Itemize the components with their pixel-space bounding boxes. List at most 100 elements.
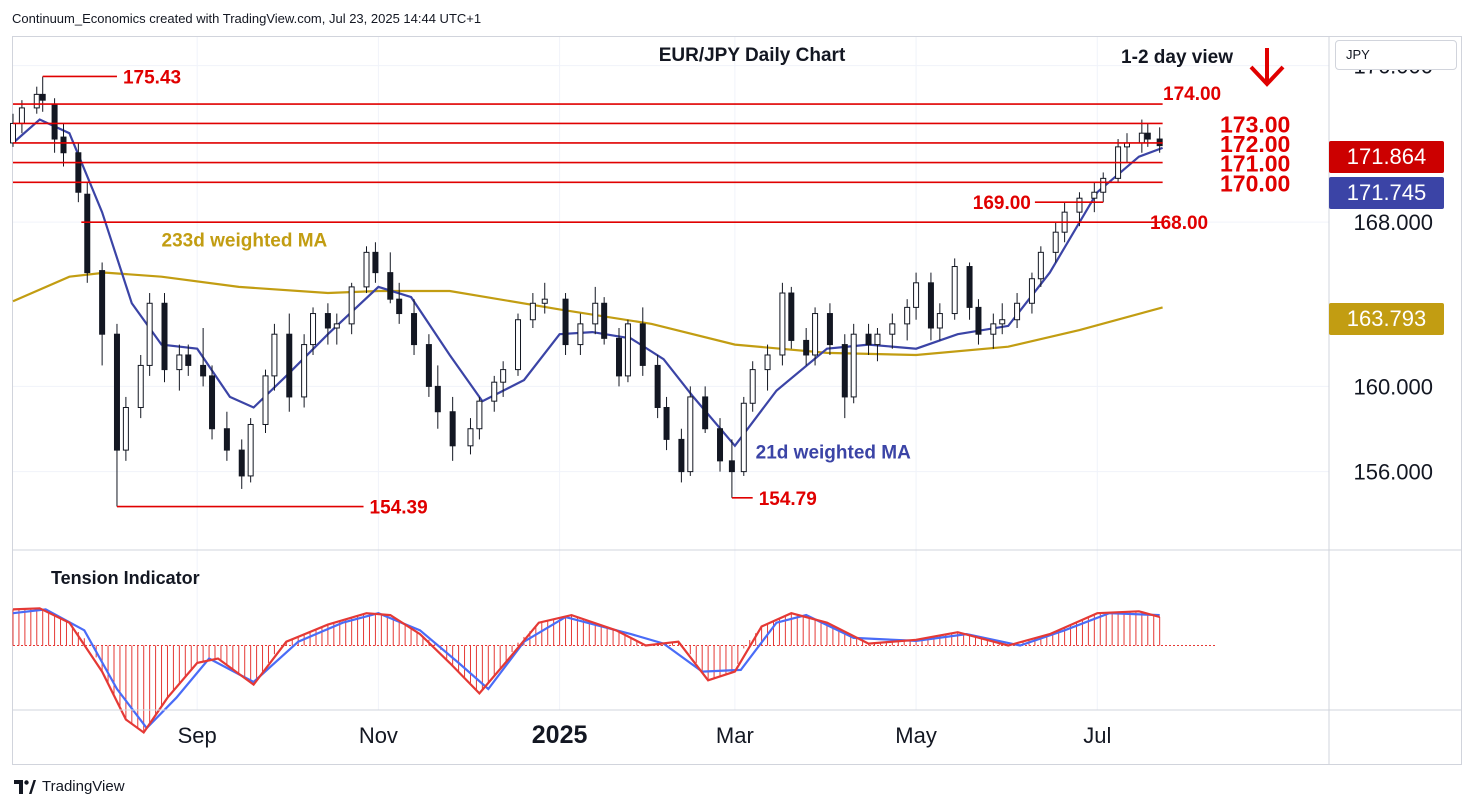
candle	[717, 418, 724, 472]
candle-body	[449, 411, 456, 447]
candle-body	[951, 266, 958, 315]
candle-body	[889, 323, 896, 335]
candle	[803, 327, 810, 366]
candle-body	[663, 406, 670, 440]
candle-body	[841, 344, 848, 398]
candles	[10, 76, 1163, 507]
candle	[286, 313, 293, 412]
candle-body	[363, 251, 370, 288]
price-tag: 171.745	[1329, 177, 1444, 209]
candle-body	[425, 344, 432, 387]
candle-body	[927, 282, 934, 329]
currency-label[interactable]: JPY	[1335, 40, 1457, 70]
candle-body	[966, 266, 973, 308]
candle	[75, 142, 82, 203]
candle	[467, 418, 474, 455]
candle-body	[1028, 278, 1035, 304]
candle-body	[749, 369, 756, 404]
level-label: 168.00	[1150, 213, 1208, 234]
candle-body	[500, 369, 507, 383]
candle	[812, 307, 819, 366]
candle-body	[904, 306, 911, 325]
candle	[592, 286, 599, 335]
candle	[146, 293, 153, 376]
candle-body	[616, 337, 623, 377]
currency-label-text: JPY	[1346, 47, 1370, 62]
ma-annotation: 233d weighted MA	[162, 230, 328, 251]
candle	[238, 439, 245, 489]
candle	[678, 428, 685, 483]
candle	[529, 293, 536, 328]
candle-body	[348, 286, 355, 325]
candle	[850, 323, 857, 404]
down-arrow-icon	[1249, 48, 1285, 87]
grid	[13, 37, 1329, 710]
tension-indicator: Tension Indicator	[12, 568, 1217, 735]
tradingview-logo-icon	[14, 779, 36, 794]
footer[interactable]: TradingView	[14, 778, 125, 795]
candle-body	[826, 313, 833, 346]
price-tag: 171.864	[1329, 141, 1444, 173]
candle-body	[678, 438, 685, 473]
candle	[10, 113, 16, 147]
candle	[1100, 172, 1107, 203]
candle	[841, 334, 848, 419]
candle-body	[238, 449, 245, 477]
candle-body	[18, 107, 25, 124]
candle-body	[176, 354, 183, 371]
candle-body	[592, 302, 599, 325]
candle-body	[387, 272, 394, 300]
candle	[39, 76, 46, 112]
candle	[310, 307, 317, 355]
y-tick-label: 168.000	[1353, 210, 1433, 235]
candle-body	[122, 406, 129, 451]
level-label: 172.00	[1220, 131, 1290, 157]
candle-body	[865, 333, 872, 346]
candle	[122, 396, 129, 461]
candle-body	[990, 323, 997, 335]
candle-body	[84, 193, 91, 274]
candle	[1138, 119, 1145, 153]
candle-body	[999, 319, 1006, 325]
candle	[663, 396, 670, 451]
candle-body	[812, 313, 819, 356]
candle-body	[529, 302, 536, 321]
candle-body	[624, 323, 631, 377]
candle-body	[10, 122, 16, 144]
candle	[223, 411, 230, 461]
candle-body	[601, 302, 608, 339]
candle	[702, 386, 709, 433]
candle-body	[1144, 132, 1151, 140]
candle	[764, 344, 771, 391]
x-tick-label: 2025	[532, 721, 588, 749]
candle-body	[717, 428, 724, 462]
oscillator-title: Tension Indicator	[51, 568, 200, 588]
candle	[936, 303, 943, 341]
candle-body	[803, 339, 810, 356]
candle	[874, 327, 881, 362]
candle-body	[476, 400, 483, 430]
candle-body	[51, 103, 58, 140]
candle	[113, 323, 120, 507]
candle	[99, 262, 106, 366]
candle	[185, 344, 192, 376]
candle	[990, 313, 997, 349]
candle	[476, 396, 483, 440]
candle-body	[467, 428, 474, 447]
candle-body	[75, 152, 82, 193]
candle	[865, 323, 872, 355]
candle	[788, 286, 795, 349]
chart-title: EUR/JPY Daily Chart	[659, 45, 846, 66]
candle	[262, 369, 269, 433]
candle-body	[146, 302, 153, 366]
candle-body	[1100, 177, 1107, 193]
candle	[176, 344, 183, 391]
candle	[372, 242, 379, 283]
candle-body	[779, 292, 786, 356]
candle-body	[1037, 251, 1044, 280]
osc-red-line	[12, 607, 1160, 735]
candle-body	[562, 298, 569, 346]
y-tick-label: 160.000	[1353, 374, 1433, 399]
candle-body	[301, 344, 308, 398]
